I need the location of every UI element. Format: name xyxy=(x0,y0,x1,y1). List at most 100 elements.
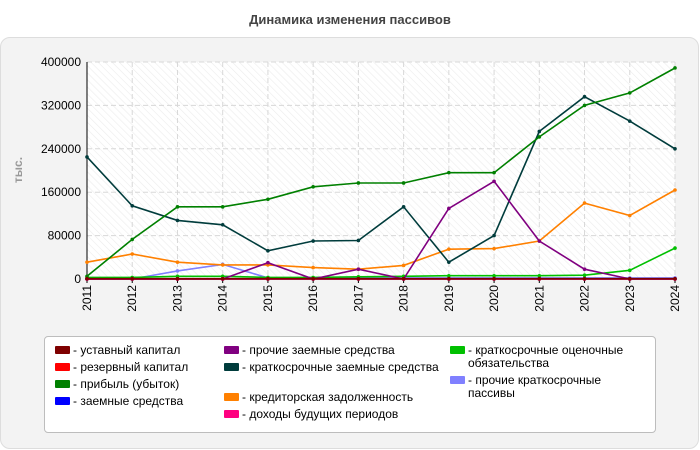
x-tick-label: 2021 xyxy=(532,285,546,312)
data-point xyxy=(582,201,587,205)
data-point xyxy=(673,188,677,192)
data-point xyxy=(447,247,451,251)
legend-swatch xyxy=(224,363,239,371)
legend-item: - краткосрочные оценочные обязательства xyxy=(450,344,645,370)
data-point xyxy=(175,218,180,223)
series-line xyxy=(87,247,676,279)
data-point xyxy=(492,179,496,184)
y-tick-label: 240000 xyxy=(41,142,81,156)
legend-swatch xyxy=(450,376,465,384)
legend-label: - заемные средства xyxy=(73,394,184,408)
legend-item: - резервный капитал xyxy=(55,361,270,374)
data-point xyxy=(627,213,632,218)
x-tick-label: 2017 xyxy=(351,285,365,312)
x-tick-label: 2015 xyxy=(261,285,275,312)
data-point xyxy=(175,276,180,281)
series-line xyxy=(87,263,675,280)
legend-label: - прибыль (убыток) xyxy=(73,377,180,391)
data-point xyxy=(537,129,542,134)
data-point xyxy=(130,252,135,256)
data-point xyxy=(356,276,361,281)
x-tick-label: 2011 xyxy=(80,285,94,311)
y-tick-label: 80000 xyxy=(48,229,82,243)
x-tick-label: 2020 xyxy=(487,285,501,312)
data-point xyxy=(492,233,496,238)
legend-item: - доходы будущих периодов xyxy=(224,408,439,421)
data-point xyxy=(130,276,135,281)
data-point xyxy=(582,94,587,99)
data-point xyxy=(447,170,451,175)
series-line xyxy=(86,95,676,264)
x-tick-label: 2018 xyxy=(397,285,411,312)
data-point xyxy=(356,181,361,185)
legend-label: - уставный капитал xyxy=(73,343,181,357)
data-point xyxy=(266,197,270,202)
data-point xyxy=(175,269,180,273)
legend-swatch xyxy=(224,410,239,418)
legend-label: - прочие заемные средства xyxy=(242,343,395,357)
legend-swatch xyxy=(55,380,70,388)
data-point xyxy=(311,184,315,189)
y-tick-label: 400000 xyxy=(41,55,81,69)
y-tick-label: 320000 xyxy=(41,98,81,112)
data-point xyxy=(311,239,315,243)
legend-item: - прибыль (убыток) xyxy=(55,378,270,391)
legend-label: - краткосрочные оценочные обязательства xyxy=(468,343,624,370)
x-tick-label: 2023 xyxy=(623,285,637,312)
legend-item: - прочие заемные средства xyxy=(224,344,439,357)
data-point xyxy=(401,263,406,268)
data-point xyxy=(627,91,632,95)
data-point xyxy=(356,267,361,272)
x-tick-label: 2024 xyxy=(668,285,682,312)
x-tick-label: 2014 xyxy=(216,285,230,312)
data-point xyxy=(220,205,225,209)
legend-item: - прочие краткосрочные пассивы xyxy=(450,374,645,400)
data-point xyxy=(537,239,542,243)
legend-swatch xyxy=(55,346,70,354)
data-point xyxy=(401,205,406,209)
legend-label: - прочие краткосрочные пассивы xyxy=(468,373,602,400)
legend-label: - резервный капитал xyxy=(73,360,189,374)
data-point xyxy=(175,205,180,209)
legend-swatch xyxy=(224,346,239,354)
data-point xyxy=(582,103,587,108)
data-point xyxy=(401,181,406,185)
data-point xyxy=(356,238,361,243)
legend-label: - доходы будущих периодов xyxy=(242,407,399,421)
chart-legend: - уставный капитал - резервный капитал - п… xyxy=(44,336,656,433)
data-point xyxy=(266,260,270,265)
legend-swatch xyxy=(224,393,239,401)
data-point xyxy=(447,260,451,264)
data-point xyxy=(220,263,225,267)
data-point xyxy=(130,237,135,242)
data-point xyxy=(582,276,587,281)
data-point xyxy=(175,260,180,264)
data-point xyxy=(266,248,270,253)
data-point xyxy=(537,135,542,139)
data-point xyxy=(85,260,89,264)
data-point xyxy=(627,119,632,123)
legend-swatch xyxy=(55,363,70,371)
x-tick-label: 2019 xyxy=(442,285,456,312)
legend-item: - краткосрочные заемные средства xyxy=(224,361,439,374)
data-point xyxy=(447,273,451,278)
legend-item: - заемные средства xyxy=(55,395,270,408)
x-tick-label: 2012 xyxy=(125,285,139,312)
data-point xyxy=(311,265,315,270)
data-point xyxy=(85,155,89,159)
data-point xyxy=(673,66,677,70)
data-point xyxy=(447,276,451,281)
data-point xyxy=(582,267,587,272)
legend-item: - кредиторская задолженность xyxy=(224,391,439,404)
data-point xyxy=(673,246,677,250)
y-tick-label: 0 xyxy=(74,272,81,286)
y-tick-label: 160000 xyxy=(41,185,81,199)
plot-area xyxy=(87,62,675,279)
chart-title: Динамика изменения пассивов xyxy=(249,12,451,27)
legend-label: - кредиторская задолженность xyxy=(242,390,414,404)
legend-label: - краткосрочные заемные средства xyxy=(242,360,439,374)
y-axis-label: тыс. xyxy=(11,157,25,183)
data-point xyxy=(266,276,270,281)
data-point xyxy=(220,222,225,227)
